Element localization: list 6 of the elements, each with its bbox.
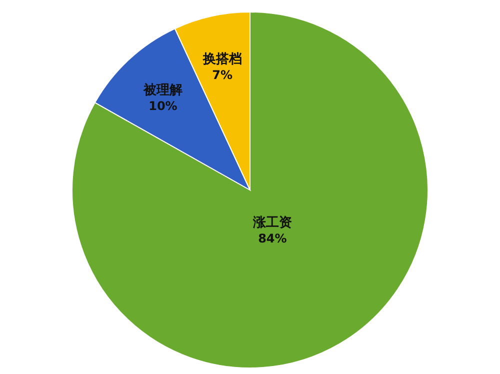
data-label: 7% — [212, 68, 233, 82]
data-label: 84% — [258, 231, 287, 246]
data-label: 10% — [148, 98, 178, 113]
slice-label: 被理解 — [142, 82, 182, 98]
slice-label: 换搭档 — [202, 52, 242, 67]
slice-label: 涨工资 — [252, 215, 292, 230]
